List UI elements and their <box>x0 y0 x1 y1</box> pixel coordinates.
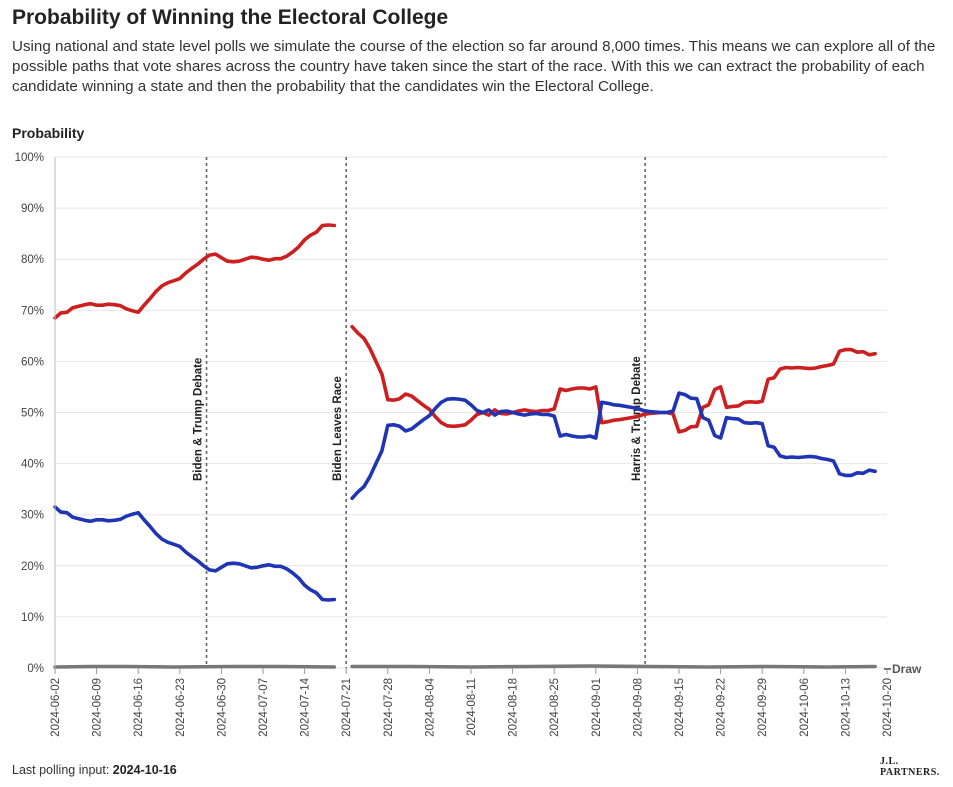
x-tick-label: 2024-06-02 <box>50 678 62 737</box>
series-line-draw <box>350 664 877 669</box>
x-tick-label: 2024-06-09 <box>92 678 104 737</box>
x-tick-label: 2024-10-06 <box>799 678 811 737</box>
x-tick-label: 2024-07-07 <box>258 678 270 737</box>
event-marker-label: Biden & Trump Debate <box>193 358 205 481</box>
x-tick-label: 2024-08-11 <box>466 678 478 736</box>
x-tick-label: 2024-06-30 <box>216 678 228 737</box>
chart-title: Probability of Winning the Electoral Col… <box>12 6 449 29</box>
x-tick-label: 2024-10-20 <box>882 678 894 737</box>
event-marker-label: Harris & Trump Debate <box>631 356 643 481</box>
y-tick-label: 90% <box>21 203 44 215</box>
x-tick-label: 2024-07-14 <box>300 677 312 736</box>
x-tick-label: 2024-06-23 <box>175 678 187 737</box>
x-tick-label: 2024-07-21 <box>341 678 353 737</box>
y-tick-label: 100% <box>15 152 44 164</box>
logo-line-2: PARTNERS. <box>880 767 940 778</box>
x-tick-label: 2024-09-15 <box>674 678 686 737</box>
chart-subtitle: Using national and state level polls we … <box>12 38 936 95</box>
logo-line-1: J.L. <box>880 756 899 767</box>
y-tick-label: 0% <box>27 663 44 675</box>
x-tick-label: 2024-08-25 <box>549 678 561 737</box>
series-layer <box>53 223 877 669</box>
jl-partners-logo: J.L. PARTNERS. <box>880 756 940 778</box>
x-tick-label: 2024-08-04 <box>424 677 436 736</box>
last-polling-date: 2024-10-16 <box>112 763 177 777</box>
y-tick-label: 30% <box>21 510 44 522</box>
x-tick-label: 2024-08-18 <box>508 678 520 737</box>
series-line-draw <box>53 664 337 669</box>
draw-label: Draw <box>892 662 922 676</box>
x-tick-label: 2024-09-29 <box>757 678 769 737</box>
x-tick-label: 2024-07-28 <box>383 678 395 737</box>
series-line-democratic <box>53 505 337 602</box>
events-layer: Biden & Trump Debate Biden Leaves Race Har… <box>193 157 646 668</box>
axis-layer: 0% 10% 20% 30% 40% 50% 60% 70% 80% 90% 100% 2024-06… <box>15 152 922 737</box>
x-tick-label: 2024-06-16 <box>133 678 145 737</box>
series-line-republican <box>53 223 337 320</box>
y-tick-label: 10% <box>21 612 44 624</box>
y-tick-label: 80% <box>21 254 44 266</box>
event-marker-label: Biden Leaves Race <box>332 376 344 481</box>
y-tick-label: 70% <box>21 305 44 317</box>
y-tick-label: 50% <box>21 408 44 420</box>
x-tick-label: 2024-09-01 <box>591 678 603 737</box>
x-tick-label: 2024-09-08 <box>632 678 644 737</box>
y-tick-label: 40% <box>21 459 44 471</box>
series-line-republican <box>350 324 877 434</box>
last-polling-input: Last polling input: 2024-10-16 <box>12 763 177 777</box>
y-axis-title: Probability <box>12 125 85 141</box>
y-tick-label: 20% <box>21 561 44 573</box>
x-tick-label: 2024-09-22 <box>716 678 728 737</box>
grid-layer <box>55 156 887 669</box>
x-tick-label: 2024-10-13 <box>840 678 852 737</box>
y-tick-label: 60% <box>21 356 44 368</box>
last-polling-label: Last polling input: <box>12 763 110 777</box>
series-line-democratic <box>350 391 877 501</box>
